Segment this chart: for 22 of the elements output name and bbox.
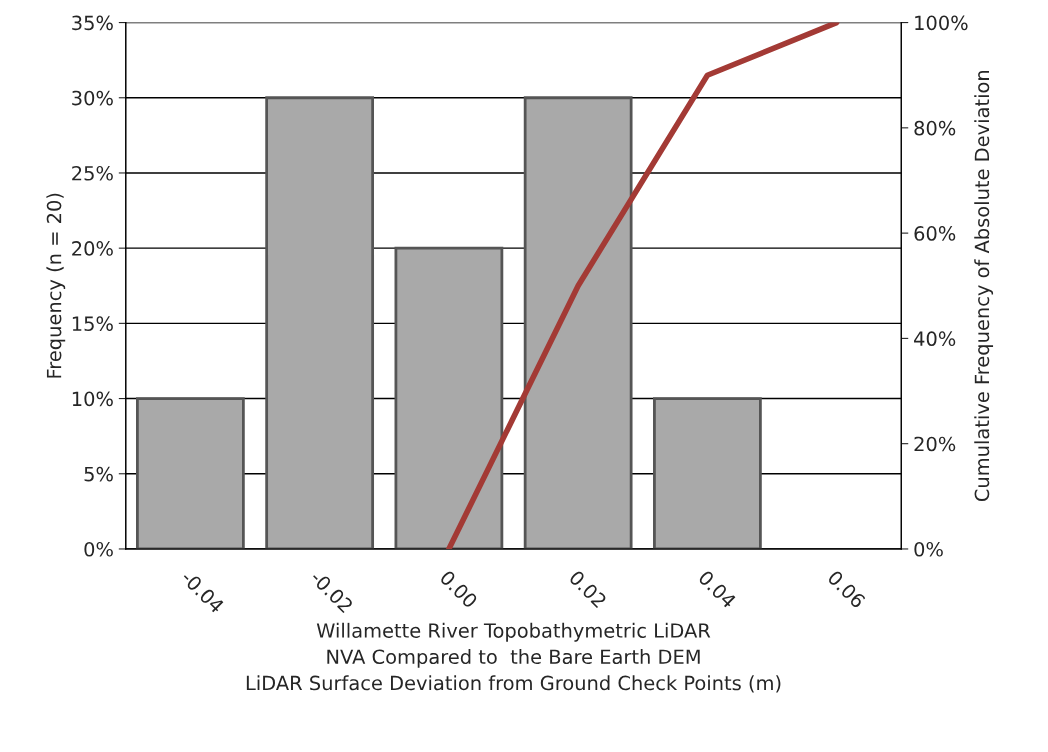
y-tick-label: 10% <box>72 391 113 407</box>
y-tick-label: 5% <box>84 466 113 482</box>
y-tick-label: 20% <box>72 241 113 256</box>
bar <box>523 96 633 549</box>
y2-tick-label: 100% <box>915 15 968 31</box>
y-tick-label: 30% <box>72 90 113 106</box>
y-tick-label: 15% <box>72 316 113 332</box>
y2-tick-label: 20% <box>914 436 956 452</box>
y-axis-title: Frequency (n = 20) <box>46 193 66 378</box>
x-axis-title: Willamette River Topobathymetric LiDAR NVA Compared to the Bare Earth DEM LiDAR Surface Deviation from Ground Check Points (m) <box>246 622 781 693</box>
bar <box>265 96 375 549</box>
y2-tick-label: 60% <box>914 226 956 241</box>
bar <box>394 246 504 549</box>
y-tick-label: 35% <box>72 15 113 31</box>
y2-tick-label: 80% <box>914 120 956 136</box>
bar <box>653 397 762 549</box>
bar <box>136 397 245 549</box>
y2-axis-title: Cumulative Frequency of Absolute Deviation <box>974 70 994 502</box>
y-tick-label: 25% <box>72 165 113 181</box>
y2-tick-label: 40% <box>914 331 956 347</box>
y-tick-label: 0% <box>84 541 113 557</box>
y2-tick-label: 0% <box>914 541 943 557</box>
